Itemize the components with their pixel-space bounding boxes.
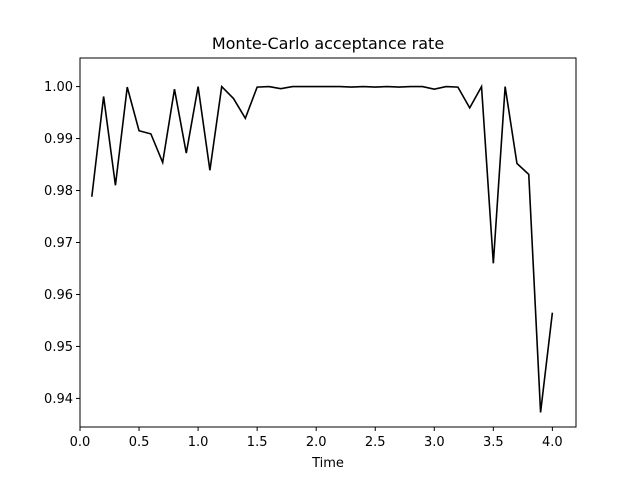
chart-title: Monte-Carlo acceptance rate [212,34,444,53]
y-axis-ticks: 0.94 0.95 0.96 0.97 0.98 0.99 1.00 [44,80,80,407]
y-tick-label: 0.97 [44,236,73,251]
x-tick-label: 1.5 [247,435,268,450]
x-tick-label: 2.0 [306,435,327,450]
y-tick-label: 1.00 [44,80,73,95]
y-tick-label: 0.94 [44,392,73,407]
x-tick-label: 0.5 [129,435,150,450]
axes-frame [79,57,577,428]
plot-area [91,83,554,413]
y-tick-label: 0.99 [44,132,73,147]
y-tick-label: 0.95 [44,340,73,355]
x-tick-label: 3.0 [424,435,445,450]
y-tick-label: 0.98 [44,184,73,199]
y-tick-label: 0.96 [44,288,73,303]
x-tick-label: 2.5 [365,435,386,450]
x-tick-label: 1.0 [188,435,209,450]
x-tick-label: 4.0 [542,435,563,450]
x-tick-label: 0.0 [70,435,91,450]
x-tick-label: 3.5 [483,435,504,450]
x-axis-ticks: 0.0 0.5 1.0 1.5 2.0 2.5 3.0 3.5 4.0 [70,427,563,450]
series-line [91,83,554,413]
x-axis-label: Time [311,456,344,471]
